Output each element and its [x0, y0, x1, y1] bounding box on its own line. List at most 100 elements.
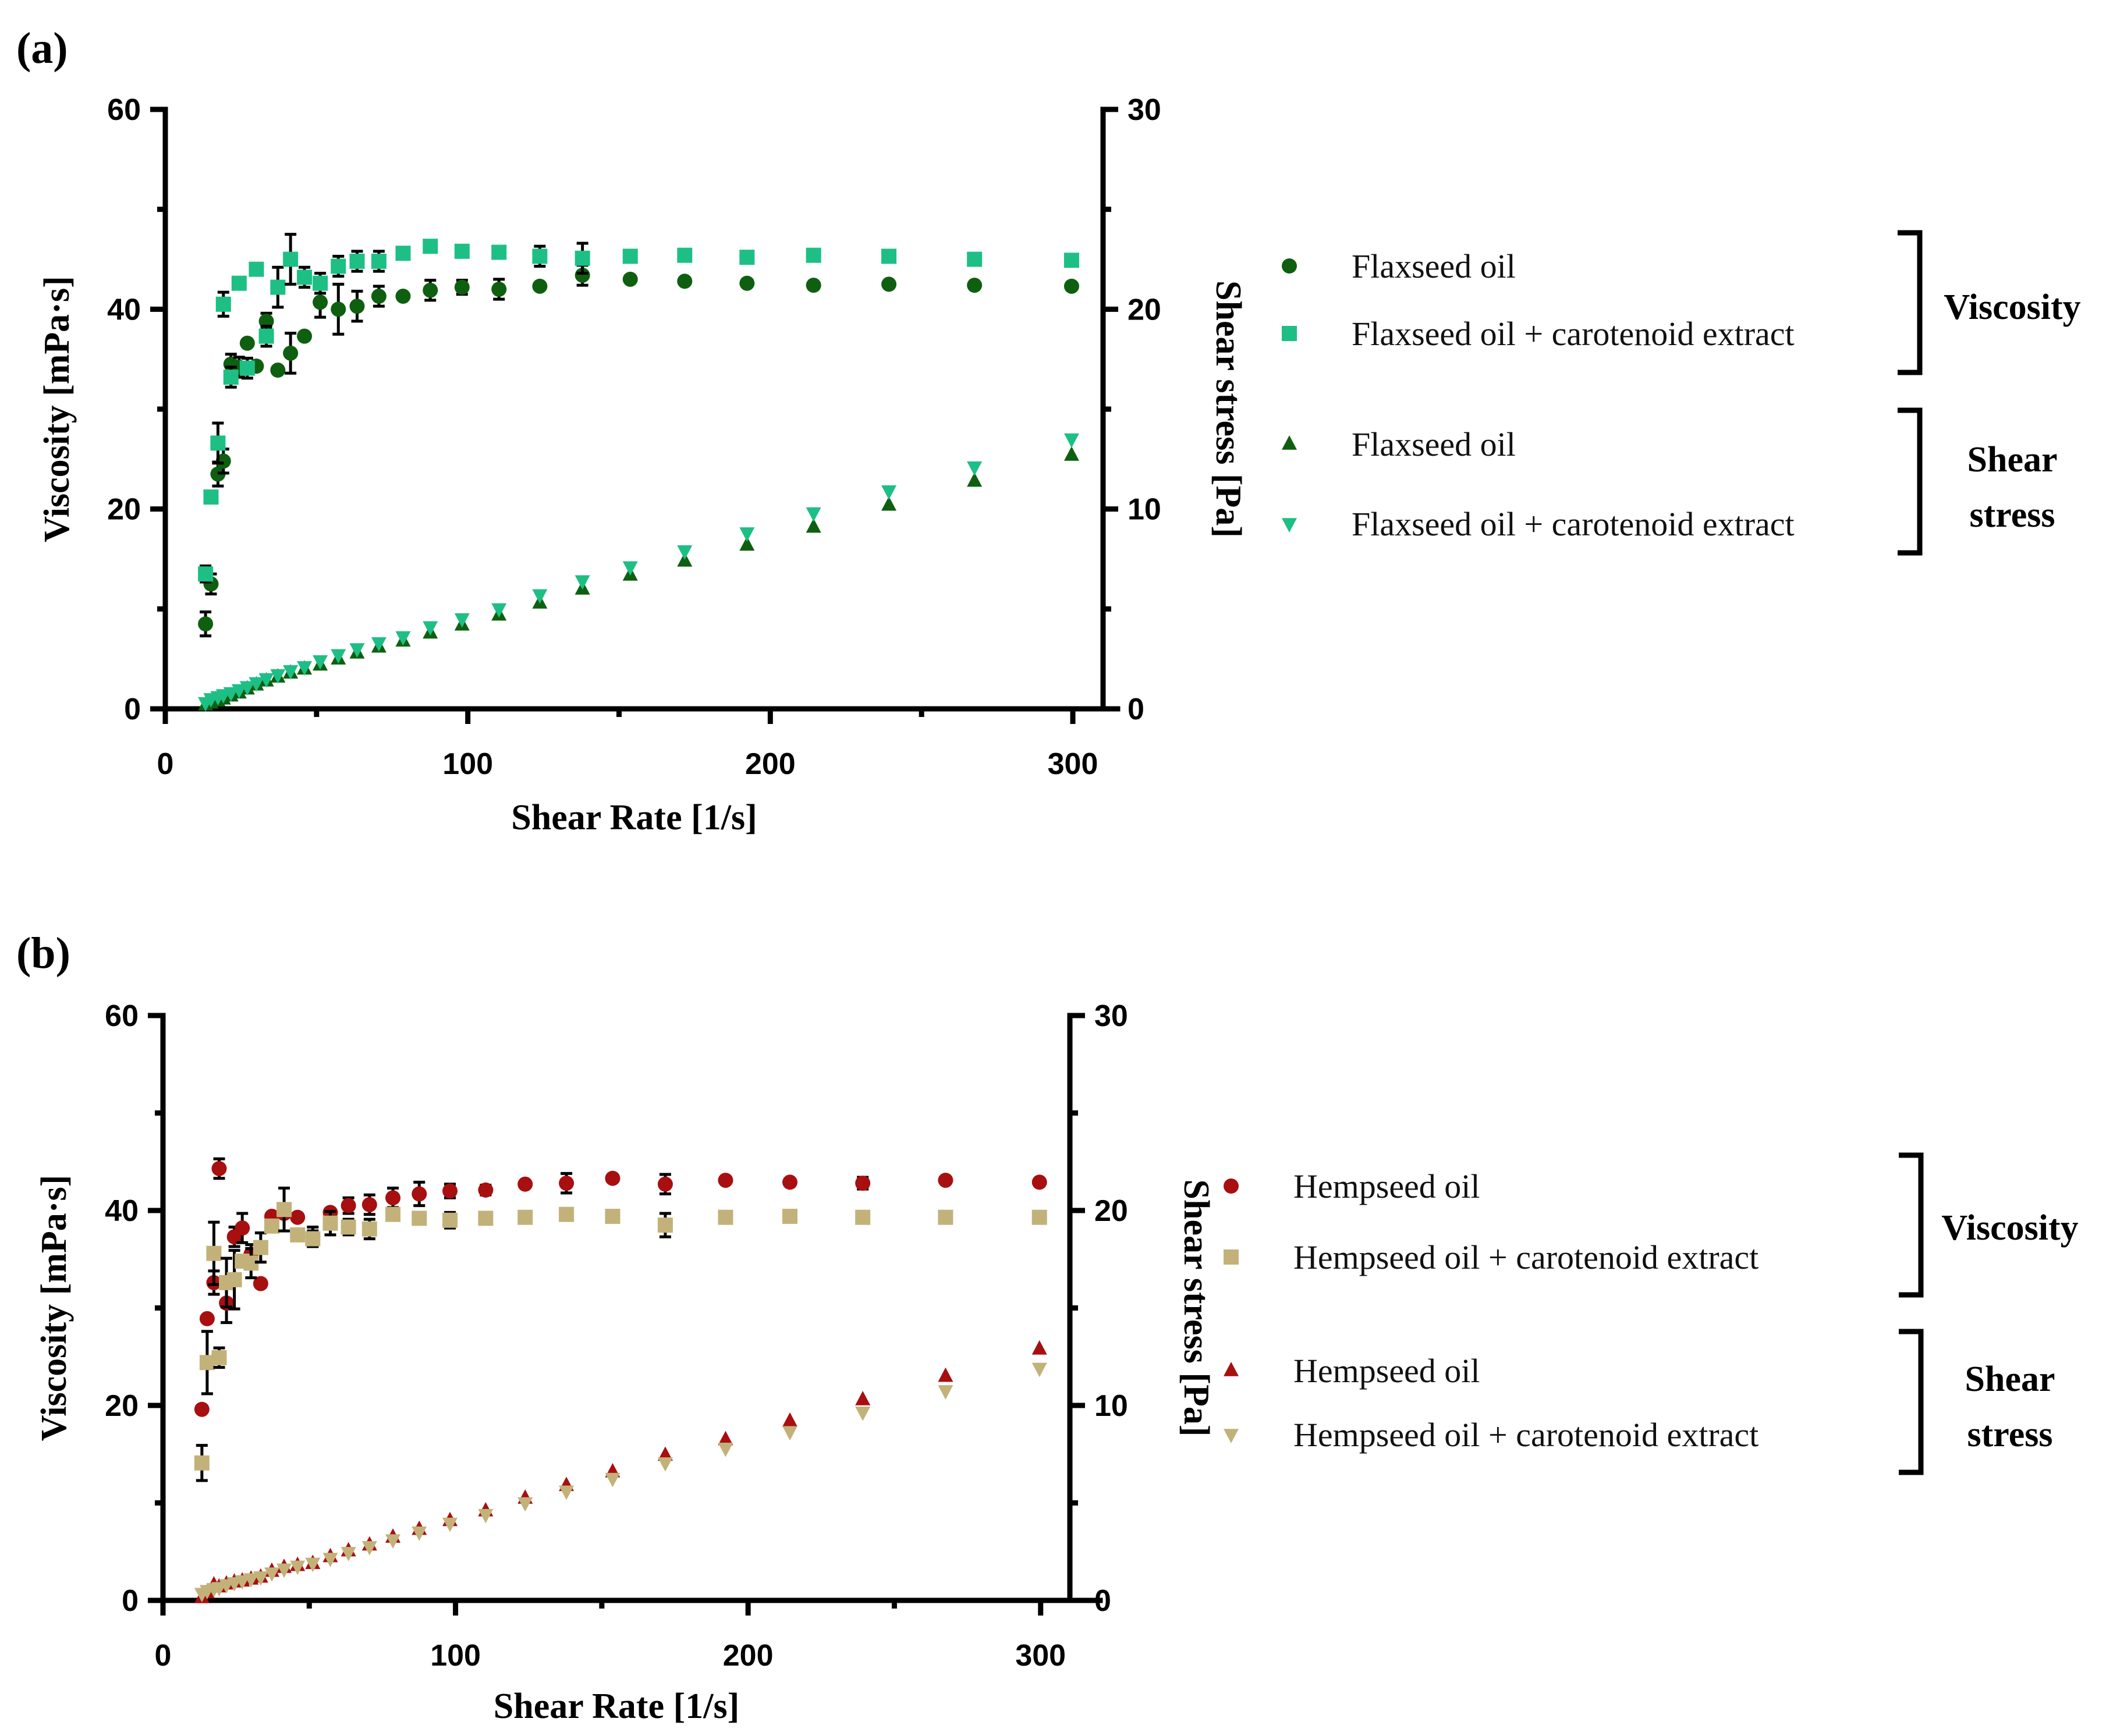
chart-b-point	[605, 1170, 621, 1186]
chart-a-point	[198, 616, 214, 632]
chart-b-point	[559, 1176, 575, 1191]
chart-a-series-triangle-down	[198, 433, 1079, 712]
chart-a-point	[349, 253, 365, 269]
chart-a-point	[371, 637, 387, 652]
chart-b-x-axis-label: Shear Rate [1/s]	[494, 1687, 739, 1726]
chart-b-point	[782, 1412, 798, 1427]
chart-a-point	[198, 566, 214, 582]
chart-b-point	[253, 1276, 268, 1291]
chart-b-point	[938, 1385, 953, 1400]
chart-a-point	[881, 248, 897, 264]
chart-b-point	[412, 1186, 427, 1202]
chart-b-legend-label: Hempseed oil	[1293, 1167, 1480, 1205]
chart-a-point	[239, 335, 255, 351]
chart-b-point	[361, 1197, 377, 1212]
chart-a-point	[967, 251, 983, 267]
chart-b-point	[718, 1173, 733, 1188]
chart-a-point	[297, 328, 313, 344]
chart-a-series-triangle-up	[198, 446, 1079, 711]
chart-a-point	[349, 299, 365, 314]
chart-a-point	[967, 278, 983, 293]
chart-a-point	[967, 472, 983, 487]
chart-a-point	[395, 289, 411, 304]
chart-a-y2-axis-label: Shear stress [Pa]	[1208, 281, 1248, 538]
chart-a-point	[454, 243, 470, 259]
chart-a-legend-label: Flaxseed oil	[1352, 247, 1516, 285]
chart-a-point	[677, 274, 693, 289]
chart-b-point	[938, 1367, 953, 1382]
chart-a-point	[1063, 446, 1079, 461]
chart-b-point	[361, 1541, 377, 1556]
chart-a-point	[313, 294, 328, 310]
chart-b-series-triangle-up	[194, 1340, 1047, 1603]
chart-b-point	[194, 1455, 210, 1471]
chart-a-point	[881, 485, 897, 500]
chart-a-y-tick-label: 40	[107, 293, 141, 326]
chart-a-legend-label: Flaxseed oil	[1352, 425, 1516, 463]
chart-b-point	[855, 1209, 871, 1225]
chart-a-point	[283, 251, 299, 267]
chart-b-x-tick-label: 300	[1015, 1639, 1066, 1673]
chart-b-point	[341, 1219, 356, 1235]
chart-a-point	[203, 489, 219, 505]
chart-b-x-tick-label: 0	[155, 1639, 172, 1673]
chart-b-point	[305, 1231, 321, 1247]
chart-b-point	[1031, 1174, 1047, 1190]
chart-b-legend-group-name: Viscosity	[1941, 1208, 2078, 1248]
chart-b-point	[1031, 1362, 1047, 1378]
chart-a-legend-marker-square	[1282, 326, 1297, 341]
chart-a-point	[806, 278, 821, 293]
chart-a-point	[806, 247, 821, 263]
chart-a-point	[423, 621, 438, 636]
chart-a-series-circle	[198, 264, 1079, 638]
chart-b-point	[718, 1442, 733, 1457]
chart-b-point	[412, 1210, 427, 1226]
chart-a-point	[223, 687, 239, 702]
chart-b-point	[559, 1206, 575, 1222]
chart-b-y-tick-label: 60	[105, 999, 139, 1033]
chart-a-point	[423, 239, 438, 254]
chart-a-point	[1063, 253, 1079, 268]
chart-b-legend-marker-circle	[1224, 1178, 1239, 1194]
chart-a-point	[575, 250, 590, 266]
chart-a-point	[283, 665, 299, 680]
chart-b-point	[938, 1209, 953, 1225]
chart-a-point	[739, 250, 755, 265]
chart-b-point	[194, 1401, 210, 1417]
chart-b-legend: Hempseed oil Hempseed oil + carotenoid ex…	[1224, 1152, 2079, 1475]
chart-a-legend-group-name: Viscosity	[1944, 287, 2080, 327]
chart-b-point	[559, 1485, 575, 1500]
chart-a-point	[395, 246, 411, 261]
chart-a-legend-label: Flaxseed oil + carotenoid extract	[1352, 505, 1795, 543]
chart-a-point	[739, 527, 755, 542]
chart-b-legend-label: Hempseed oil	[1293, 1352, 1480, 1390]
chart-b-point	[855, 1176, 871, 1191]
chart-a-x-axis-label: Shear Rate [1/s]	[511, 798, 757, 837]
chart-a-legend-marker-circle	[1282, 258, 1297, 274]
chart-a-point	[622, 248, 638, 264]
chart-a-y2-tick-label: 20	[1128, 293, 1161, 326]
chart-b-point	[478, 1182, 494, 1198]
chart-b-point	[1031, 1209, 1047, 1225]
chart-a-point	[270, 279, 286, 295]
chart-a-point	[231, 684, 247, 699]
chart-a-legend-label: Flaxseed oil + carotenoid extract	[1352, 315, 1795, 353]
chart-a-point	[532, 278, 548, 294]
chart-b-point	[253, 1240, 268, 1255]
chart-b-point	[305, 1557, 321, 1572]
chart-a-x-tick-label: 200	[745, 747, 796, 781]
chart-b-point	[938, 1173, 953, 1188]
chart-b-legend-group-name: Shear	[1965, 1359, 2055, 1399]
chart-a-series-square	[198, 233, 1079, 584]
chart-a-point	[454, 279, 470, 295]
chart-a-legend: Flaxseed oil Flaxseed oil + carotenoid ex…	[1282, 230, 2081, 556]
chart-b-panel-label: (b)	[16, 929, 70, 978]
chart-b-point	[442, 1212, 458, 1228]
chart-b-point	[517, 1209, 533, 1225]
chart-b-legend-label: Hempseed oil + carotenoid extract	[1293, 1238, 1758, 1276]
chart-a-legend-marker-triangle-up	[1282, 435, 1297, 450]
chart-a-point	[239, 360, 255, 376]
chart-a-point	[258, 328, 274, 344]
chart-a-point	[967, 461, 983, 476]
